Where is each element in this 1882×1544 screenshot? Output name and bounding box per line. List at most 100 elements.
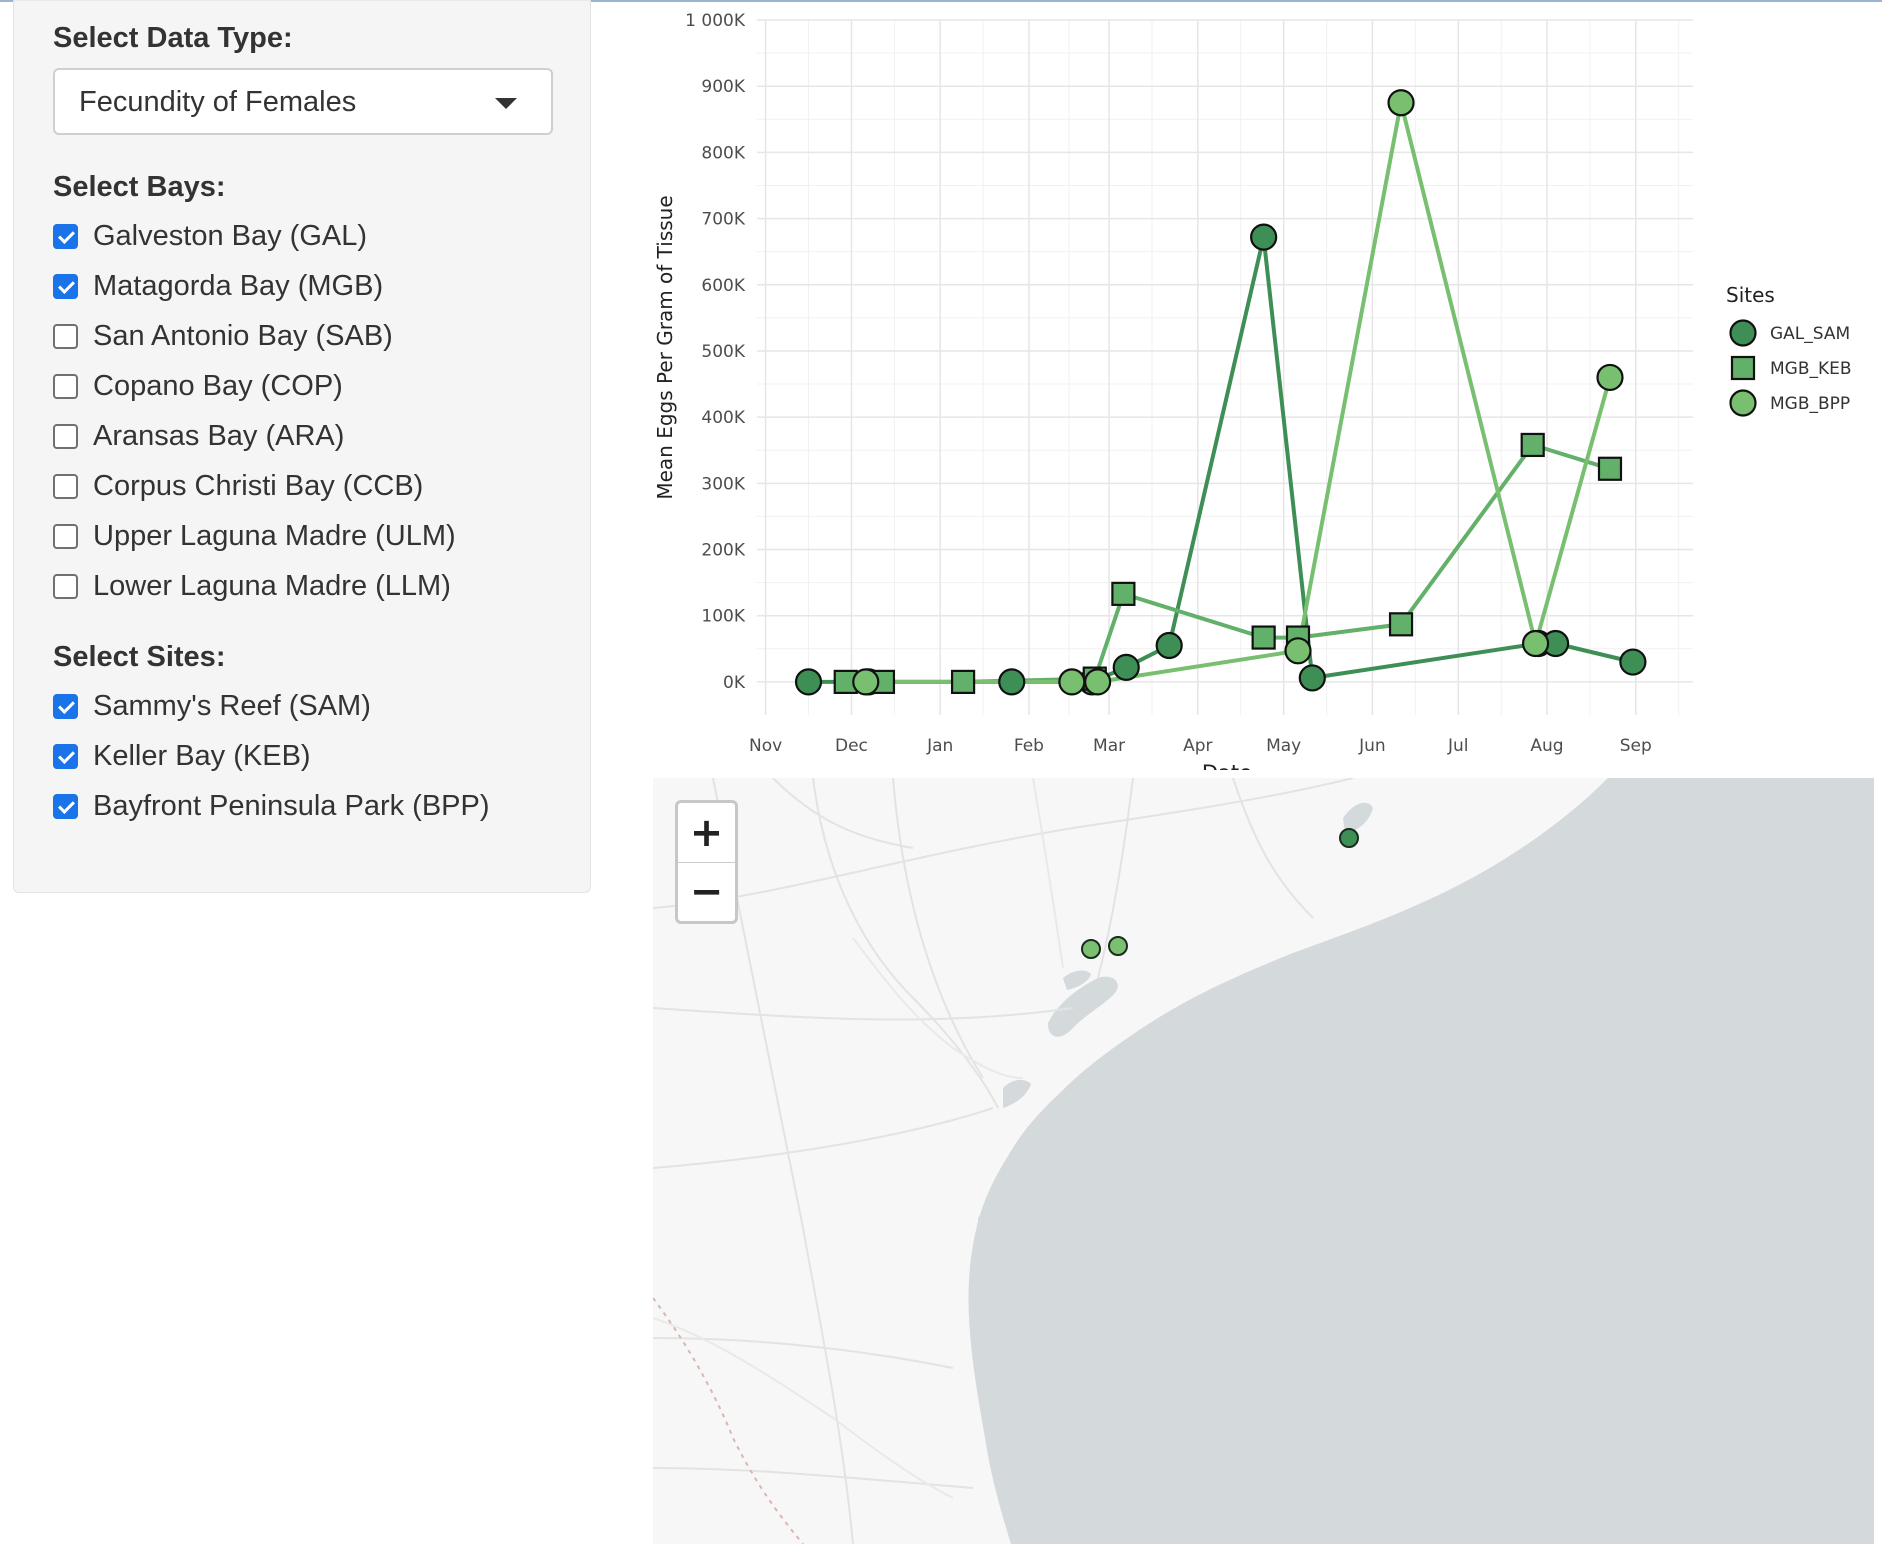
bays-checkbox-row[interactable]: Upper Laguna Madre (ULM) (53, 516, 456, 556)
bays-checkbox-row[interactable]: San Antonio Bay (SAB) (53, 316, 393, 356)
legend-key (1729, 389, 1757, 417)
checkbox-checked-icon[interactable] (53, 743, 78, 769)
data-point (1250, 223, 1278, 251)
caret-down-icon (495, 98, 517, 109)
sidebar-panel: Select Data Type: Fecundity of Females S… (13, 0, 591, 893)
x-axis-label: Date (1202, 761, 1252, 770)
checkbox-checked-icon[interactable] (53, 793, 78, 819)
bay-water (1343, 802, 1373, 833)
bays-checkbox-label: Corpus Christi Bay (CCB) (93, 469, 424, 502)
bays-checkbox-row[interactable]: Galveston Bay (GAL) (53, 216, 367, 256)
y-tick-label: 500K (701, 342, 745, 362)
x-axis-ticks: Nov Dec Jan Feb Mar Apr May Jun Jul Aug Sep (749, 736, 1652, 756)
y-tick-label: 200K (701, 541, 745, 561)
legend-item: MGB_KEB (1730, 355, 1852, 381)
zoom-control: + − (675, 800, 738, 924)
data-point (998, 668, 1026, 696)
zoom-out-button[interactable]: − (689, 868, 724, 915)
checkbox-checked-icon[interactable] (53, 693, 78, 719)
data-point (852, 668, 880, 696)
data-point (1284, 637, 1312, 665)
legend-label: MGB_KEB (1770, 359, 1852, 379)
fecundity-line-chart: 0K 100K 200K 300K 400K 500K 600K 700K 800K 900K 1 … (653, 11, 1852, 770)
map-marker-gal-sam[interactable] (1339, 828, 1359, 848)
legend-label: GAL_SAM (1770, 324, 1850, 344)
site-map[interactable]: + − (653, 778, 1874, 1544)
bays-checkbox-row[interactable]: Copano Bay (COP) (53, 366, 343, 406)
data-point (1596, 363, 1624, 392)
checkbox-unchecked-icon[interactable] (53, 423, 78, 449)
checkbox-checked-icon[interactable] (53, 223, 78, 249)
y-axis-ticks: 0K 100K 200K 300K 400K 500K 600K 700K 800K 900K 1 … (685, 11, 746, 693)
data-point (1521, 629, 1550, 658)
data-point (950, 669, 976, 695)
legend-key (1729, 319, 1757, 347)
data-point (1251, 625, 1276, 650)
y-tick-label: 300K (701, 474, 745, 494)
data-type-heading: Select Data Type: (53, 22, 293, 54)
x-tick-label: May (1266, 736, 1301, 756)
bays-checkbox-label: San Antonio Bay (SAB) (93, 319, 393, 352)
zoom-in-button[interactable]: + (678, 803, 735, 863)
series-points-mgb-bpp (852, 89, 1624, 696)
bays-checkbox-label: Lower Laguna Madre (LLM) (93, 569, 451, 602)
data-point (1388, 612, 1414, 637)
chart-grid (757, 19, 1693, 715)
checkbox-checked-icon[interactable] (53, 273, 78, 299)
data-point (794, 668, 823, 696)
map-roads (653, 778, 1354, 1544)
x-tick-label: Aug (1530, 736, 1563, 756)
bay-water (1063, 970, 1091, 990)
bays-heading: Select Bays: (53, 171, 226, 203)
data-type-select[interactable]: Fecundity of Females (53, 68, 553, 135)
bays-checkbox-label: Aransas Bay (ARA) (93, 419, 345, 452)
x-tick-label: Nov (749, 736, 782, 756)
sites-checkbox-label: Sammy's Reef (SAM) (93, 689, 371, 722)
x-tick-label: Jan (926, 736, 953, 756)
x-tick-label: Mar (1093, 736, 1125, 756)
chart-legend: Sites GAL_SAM MGB_KEB MGB_BPP (1726, 283, 1852, 417)
y-tick-label: 900K (701, 77, 745, 97)
checkbox-unchecked-icon[interactable] (53, 523, 78, 549)
y-axis-label: Mean Eggs Per Gram of Tissue (653, 195, 677, 499)
map-basemap (653, 778, 1874, 1544)
x-tick-label: Jul (1447, 736, 1469, 756)
bays-checkbox-row[interactable]: Matagorda Bay (MGB) (53, 266, 383, 306)
map-marker-mgb-bpp[interactable] (1081, 939, 1101, 959)
data-point (1520, 432, 1545, 458)
sites-checkbox-row[interactable]: Keller Bay (KEB) (53, 736, 311, 776)
checkbox-unchecked-icon[interactable] (53, 323, 78, 349)
sites-heading: Select Sites: (53, 641, 226, 673)
data-point (1597, 456, 1623, 481)
bay-water (1048, 976, 1118, 1037)
bays-checkbox-label: Galveston Bay (GAL) (93, 219, 367, 252)
data-point (1298, 664, 1326, 692)
bay-water (1003, 1079, 1031, 1108)
bays-checkbox-label: Upper Laguna Madre (ULM) (93, 519, 456, 552)
gulf-water (968, 778, 1874, 1544)
data-point (1619, 648, 1647, 676)
map-marker-mgb-keb[interactable] (1108, 936, 1128, 956)
sites-checkbox-row[interactable]: Bayfront Peninsula Park (BPP) (53, 786, 490, 826)
top-border (0, 0, 1882, 2)
data-point (1111, 581, 1136, 606)
bays-checkbox-row[interactable]: Corpus Christi Bay (CCB) (53, 466, 423, 506)
bay-water (978, 1206, 1005, 1240)
checkbox-unchecked-icon[interactable] (53, 473, 78, 499)
bays-checkbox-row[interactable]: Aransas Bay (ARA) (53, 416, 344, 456)
y-tick-label: 700K (701, 210, 745, 230)
plot-area (757, 20, 1693, 715)
checkbox-unchecked-icon[interactable] (53, 573, 78, 599)
x-tick-label: Jun (1358, 736, 1386, 756)
legend-item: GAL_SAM (1729, 319, 1850, 347)
checkbox-unchecked-icon[interactable] (53, 373, 78, 399)
sites-checkbox-row[interactable]: Sammy's Reef (SAM) (53, 686, 371, 726)
bays-checkbox-row[interactable]: Lower Laguna Madre (LLM) (53, 566, 451, 606)
y-tick-label: 100K (701, 607, 745, 627)
y-tick-label: 600K (701, 276, 745, 296)
map-rivers (653, 778, 1064, 1499)
data-type-select-value: Fecundity of Females (79, 86, 357, 118)
y-tick-label: 800K (701, 143, 745, 163)
data-point (1112, 653, 1140, 681)
legend-label: MGB_BPP (1770, 394, 1850, 414)
